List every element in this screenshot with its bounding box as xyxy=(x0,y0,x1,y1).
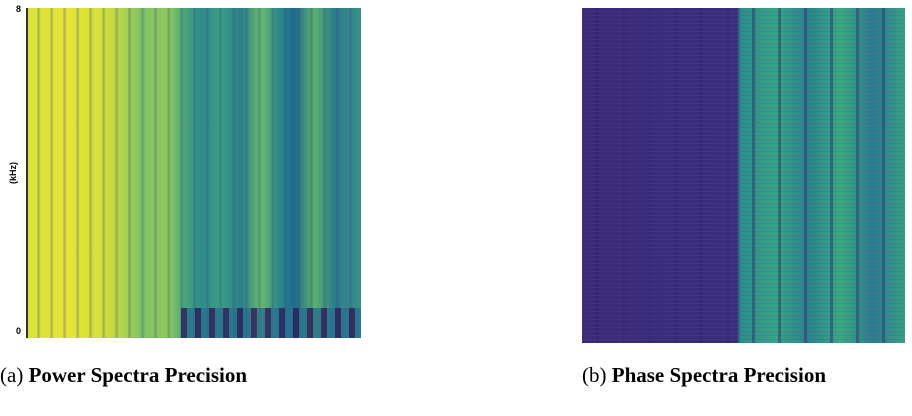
caption: (b) Phase Spectra Precision xyxy=(582,362,882,389)
caption: (a) Power Spectra Precision xyxy=(0,362,300,389)
axis-unit: (kHz) xyxy=(8,162,18,184)
phase-spectrogram xyxy=(582,8,905,343)
axis-line xyxy=(26,8,28,338)
power-spectrogram xyxy=(28,8,361,338)
caption-text: Power Spectra Precision xyxy=(28,363,248,387)
caption-text: Phase Spectra Precision xyxy=(611,363,826,387)
caption-label: (b) xyxy=(582,363,607,387)
axis-bottom-label: 0 xyxy=(16,326,22,336)
axis-top-label: 8 xyxy=(16,4,22,14)
caption-label: (a) xyxy=(0,363,24,387)
